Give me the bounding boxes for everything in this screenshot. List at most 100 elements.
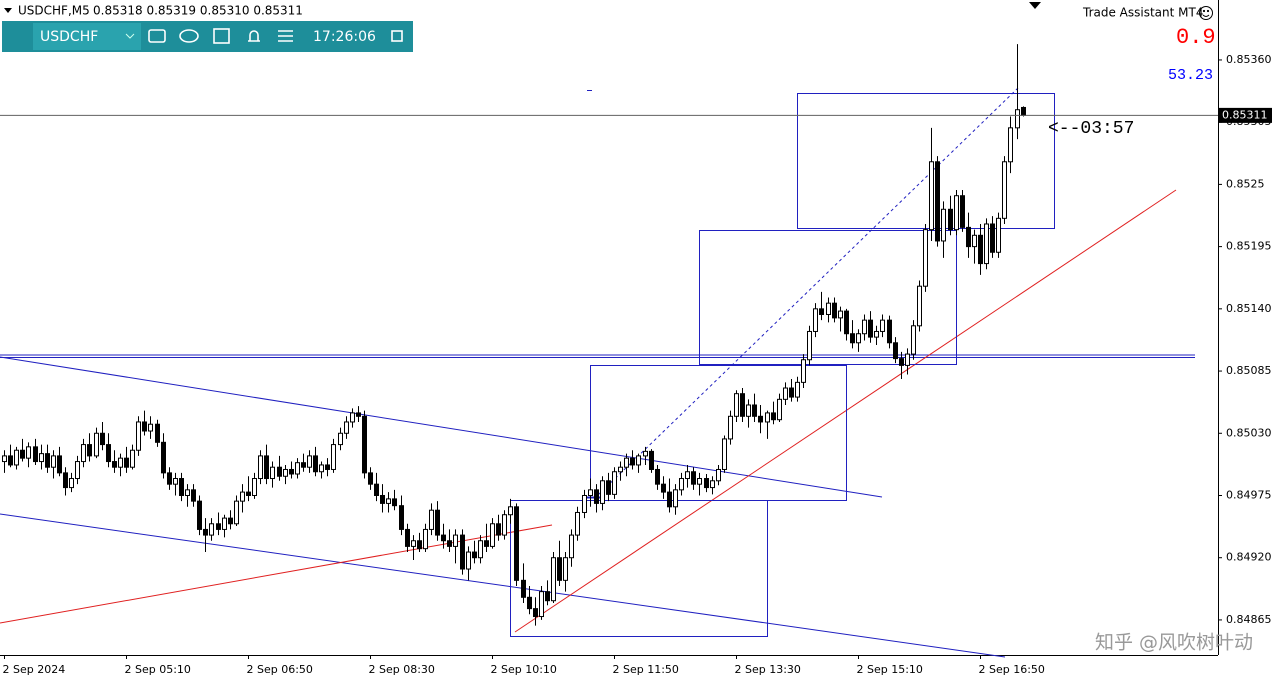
candle-body — [325, 464, 330, 470]
candle-body — [1002, 161, 1007, 219]
candle-body — [1021, 106, 1026, 116]
candle-body — [594, 489, 599, 504]
candle-body — [87, 444, 92, 457]
camera-icon[interactable] — [148, 29, 166, 43]
candle-body — [20, 449, 25, 459]
candle-body — [636, 455, 641, 466]
candle-body — [777, 398, 782, 421]
candle-body — [606, 480, 611, 495]
candle-body — [423, 528, 428, 550]
candle-body — [588, 489, 593, 496]
calendar-icon[interactable] — [213, 28, 230, 44]
menu-arrow[interactable] — [4, 8, 12, 13]
candle-body — [704, 478, 709, 489]
candle-body — [45, 453, 50, 468]
candle-body — [478, 540, 483, 559]
ratio: 0.9 — [1176, 25, 1216, 50]
candle-body — [118, 457, 123, 468]
candle-body — [527, 596, 532, 610]
y-tick-label: 0.85360 — [1226, 53, 1272, 66]
candle-body — [697, 478, 702, 485]
channel-upper — [0, 356, 883, 498]
y-tick-label: 0.85140 — [1226, 302, 1272, 315]
candle-body — [240, 491, 245, 502]
current-price-box — [1219, 107, 1272, 123]
candle-body — [63, 472, 68, 489]
candle-body — [386, 498, 391, 504]
candle-body — [368, 472, 373, 485]
candle-body — [838, 310, 843, 319]
x-tick-label: 2 Sep 10:10 — [491, 663, 557, 676]
candle-body — [362, 415, 367, 474]
eye-icon[interactable] — [179, 29, 199, 43]
candle-body — [978, 234, 983, 265]
candle-body — [417, 540, 422, 550]
candle-body — [740, 393, 745, 417]
candle-body — [984, 223, 989, 265]
current-price-label: 0.85311 — [1222, 108, 1268, 121]
ohlc-header: 0.85318 0.85319 0.85310 0.85311 — [93, 4, 303, 18]
candle-body — [301, 462, 306, 468]
x-tick-label: 2 Sep 13:30 — [735, 663, 801, 676]
window-icon[interactable] — [391, 30, 403, 42]
candle-body — [917, 285, 922, 327]
y-tick-label: 0.8525 — [1226, 177, 1265, 190]
candle-body — [429, 509, 434, 530]
candle-body — [966, 226, 971, 248]
candle-body — [545, 591, 550, 602]
candle-body — [112, 461, 117, 468]
toolbar-symbol[interactable]: USDCHF — [40, 29, 98, 45]
x-tick-label: 2 Sep 08:30 — [369, 663, 435, 676]
drawings — [0, 87, 1195, 658]
candle-body — [826, 302, 831, 315]
candle-body — [856, 333, 861, 344]
candle-body — [466, 551, 471, 570]
candle-body — [484, 540, 489, 547]
candle-body — [899, 358, 904, 366]
smiley — [1199, 6, 1213, 20]
candle-body — [270, 466, 275, 480]
candle-body — [716, 468, 721, 482]
candle-body — [173, 478, 178, 485]
candle-body — [850, 333, 855, 344]
symbol-select[interactable] — [33, 23, 141, 50]
candle-body — [307, 455, 312, 468]
candle-body — [2, 455, 7, 463]
candle-body — [197, 500, 202, 530]
candle-body — [722, 438, 727, 470]
candle-body — [813, 308, 818, 332]
candle-body — [789, 387, 794, 398]
candle-body — [142, 421, 147, 432]
candle-body — [923, 229, 928, 287]
box — [590, 365, 847, 501]
candle-body — [75, 461, 80, 480]
candle-body — [758, 415, 763, 423]
candle-body — [600, 480, 605, 504]
candle-body — [331, 444, 336, 470]
candle-body — [124, 457, 129, 468]
candle-body — [582, 494, 587, 513]
watermark: 知乎 @风吹树叶动 — [1095, 632, 1253, 654]
candle-body — [191, 489, 196, 502]
candle-body — [405, 528, 410, 547]
candle-body — [435, 509, 440, 536]
candle-body — [277, 466, 282, 477]
candle-body — [319, 464, 324, 473]
countdown: <--03:57 — [1048, 119, 1134, 139]
candle-body — [765, 412, 770, 423]
candle-body — [100, 432, 105, 446]
x-tick-label: 2 Sep 16:50 — [979, 663, 1045, 676]
candle-body — [728, 415, 733, 440]
alert-icon[interactable] — [248, 30, 260, 42]
candle-body — [533, 608, 538, 618]
menu-icon[interactable] — [278, 30, 293, 42]
candle-body — [679, 478, 684, 491]
candle-body — [502, 514, 507, 536]
candle-body — [996, 217, 1001, 253]
candle-body — [8, 455, 13, 466]
candle-body — [33, 446, 38, 463]
candle-body — [862, 319, 867, 335]
candle-body — [612, 471, 617, 495]
